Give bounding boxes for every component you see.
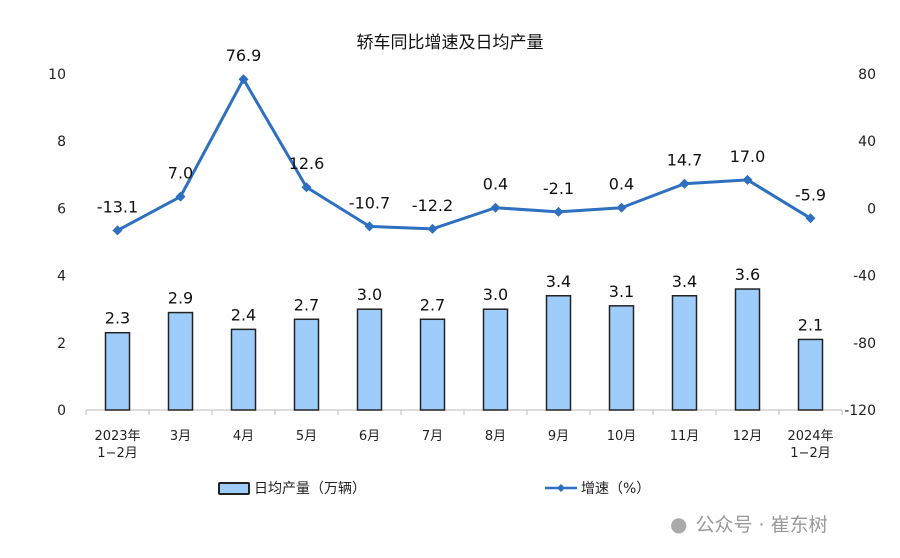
- line-data-label: 7.0: [168, 164, 193, 183]
- line-point: [679, 178, 690, 189]
- bar: [293, 318, 320, 411]
- x-tick-label: 2024年: [787, 429, 833, 444]
- x-tick-label: 1−2月: [790, 446, 830, 461]
- bar-data-label: 2.7: [294, 295, 319, 314]
- bar: [419, 318, 446, 411]
- line-data-label: 12.6: [289, 154, 325, 173]
- bar-data-label: 2.4: [231, 305, 256, 324]
- x-tick-label: 6月: [359, 429, 380, 444]
- bar-data-label: 2.1: [798, 315, 823, 334]
- bar: [545, 295, 572, 411]
- bar-data-label: 3.0: [483, 285, 508, 304]
- bar: [734, 288, 761, 411]
- line-legend-swatch: [545, 484, 577, 492]
- line-point: [553, 206, 564, 217]
- x-tick-label: 1−2月: [97, 446, 137, 461]
- wechat-icon: ●: [670, 511, 688, 536]
- bar: [104, 331, 131, 411]
- right-tick-label: -120: [844, 403, 876, 419]
- bar-data-label: 3.4: [546, 272, 571, 291]
- bar-legend-swatch: [218, 481, 250, 495]
- growth-line: [116, 76, 812, 232]
- line-data-label: 0.4: [609, 175, 634, 194]
- bar: [230, 328, 257, 411]
- left-tick-label: 0: [57, 403, 66, 419]
- line-data-label: -10.7: [349, 193, 390, 212]
- line-point: [364, 221, 375, 232]
- line-point: [805, 213, 816, 224]
- line-data-label: 76.9: [226, 46, 262, 65]
- x-tick-label: 3月: [170, 429, 191, 444]
- right-tick-label: 0: [867, 201, 876, 217]
- bar-data-label: 2.7: [420, 295, 445, 314]
- bar-data-label: 3.4: [672, 272, 697, 291]
- chart: 轿车同比增速及日均产量 0 2 4 6 8 10 -120 -80 -40 0 40 80 2023年 1…: [48, 33, 876, 461]
- right-tick-label: -40: [853, 269, 876, 285]
- line-data-label: 17.0: [730, 147, 766, 166]
- line-point: [301, 182, 312, 193]
- x-tick-label: 11月: [670, 429, 700, 444]
- chart-title: 轿车同比增速及日均产量: [357, 33, 544, 53]
- bar: [671, 295, 698, 411]
- left-tick-label: 2: [57, 336, 66, 352]
- line-point: [490, 202, 501, 213]
- bar: [167, 311, 194, 411]
- bar-data-label: 2.3: [105, 309, 130, 328]
- line-point: [616, 202, 627, 213]
- legend-item-bar: 日均产量（万辆）: [218, 478, 366, 498]
- bar-data-label: 3.6: [735, 265, 760, 284]
- x-tick-label: 4月: [233, 429, 254, 444]
- line-point: [427, 223, 438, 234]
- line-data-label: -2.1: [543, 179, 574, 198]
- bar: [608, 305, 635, 411]
- x-tick-label: 8月: [485, 429, 506, 444]
- bar: [797, 338, 824, 411]
- x-tick-label: 2023年: [94, 429, 140, 444]
- watermark: ● 公众号 · 崔东树: [670, 511, 828, 537]
- left-tick-label: 6: [57, 201, 66, 217]
- x-tick-label: 10月: [607, 429, 637, 444]
- left-tick-label: 4: [57, 269, 66, 285]
- line-data-label: -13.1: [97, 197, 138, 216]
- bar: [482, 308, 509, 411]
- line-data-label: -12.2: [412, 196, 453, 215]
- legend-label: 日均产量（万辆）: [254, 481, 366, 497]
- bar-data-label: 3.0: [357, 285, 382, 304]
- line-point: [238, 74, 249, 85]
- bar-data-label: 3.1: [609, 282, 634, 301]
- legend-label: 增速（%）: [581, 481, 651, 497]
- line-point: [742, 174, 753, 185]
- right-tick-label: -80: [853, 336, 876, 352]
- left-tick-label: 10: [48, 67, 66, 83]
- line-data-label: -5.9: [795, 185, 826, 204]
- right-tick-label: 80: [858, 67, 876, 83]
- line-point: [112, 225, 123, 236]
- bar-data-label: 2.9: [168, 289, 193, 308]
- legend-item-line: 增速（%）: [545, 478, 650, 498]
- x-tick-label: 7月: [422, 429, 443, 444]
- line-point: [175, 191, 186, 202]
- line-data-label: 0.4: [483, 175, 508, 194]
- x-tick-label: 12月: [733, 429, 763, 444]
- left-tick-label: 8: [57, 134, 66, 150]
- x-tick-label: 9月: [548, 429, 569, 444]
- x-tick-label: 5月: [296, 429, 317, 444]
- line-data-label: 14.7: [667, 151, 703, 170]
- bar: [356, 308, 383, 411]
- right-tick-label: 40: [858, 134, 876, 150]
